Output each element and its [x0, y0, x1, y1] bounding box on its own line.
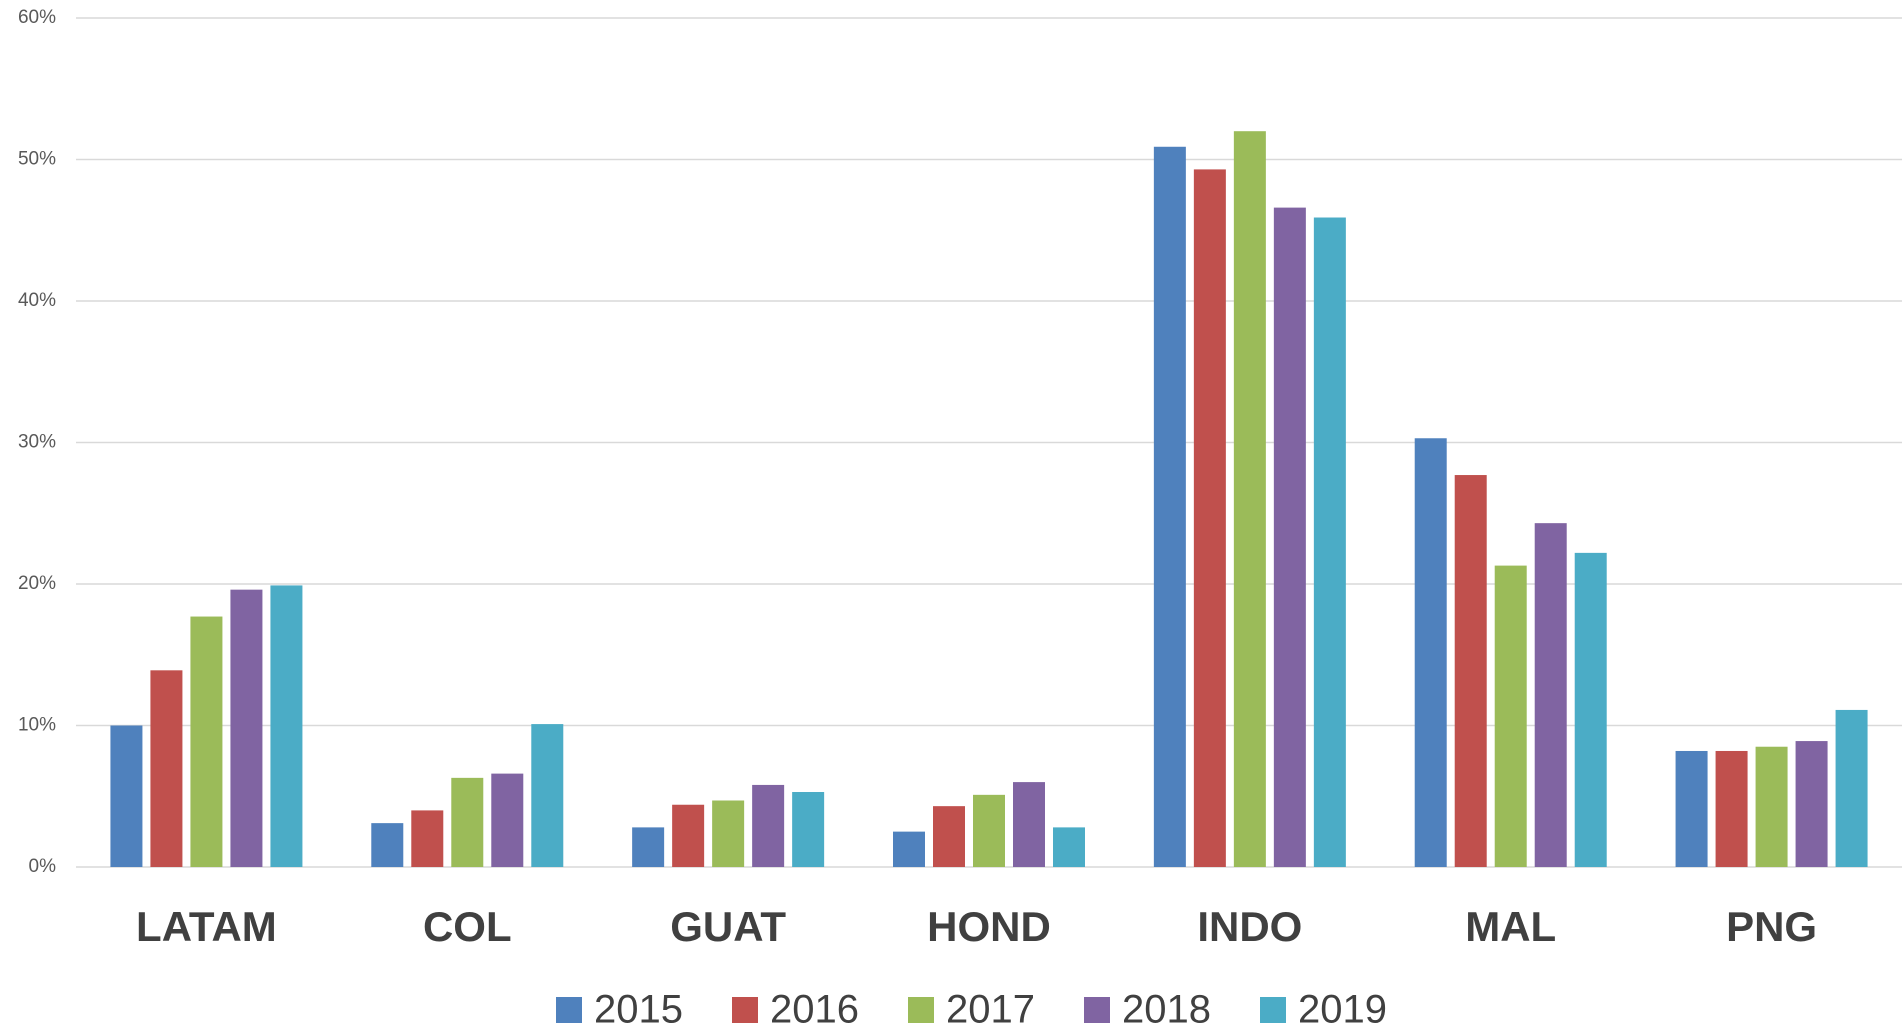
bar — [190, 616, 223, 867]
bar — [752, 784, 785, 867]
bar — [893, 831, 925, 867]
bar — [1013, 782, 1045, 867]
bar — [1193, 169, 1226, 867]
y-tick-label: 50% — [18, 149, 56, 170]
bar — [1835, 709, 1868, 867]
bar — [1233, 131, 1266, 867]
bar — [1414, 438, 1447, 867]
legend-swatch — [1260, 997, 1286, 1023]
bar — [1454, 475, 1487, 867]
x-tick-label: GUAT — [670, 903, 786, 950]
legend-label: 2018 — [1122, 988, 1211, 1030]
bar — [270, 585, 303, 867]
y-tick-label: 0% — [29, 856, 57, 877]
bar — [632, 827, 665, 867]
bar — [1153, 146, 1186, 867]
bar — [1494, 565, 1527, 867]
bar — [1755, 746, 1788, 867]
bar — [792, 792, 825, 867]
bar — [230, 589, 263, 867]
x-tick-label: LATAM — [136, 903, 277, 950]
bar — [1053, 827, 1085, 867]
y-tick-label: 40% — [18, 290, 56, 311]
bar — [712, 800, 745, 867]
bar — [1313, 217, 1346, 867]
bar — [411, 810, 444, 867]
x-tick-label: COL — [423, 903, 512, 950]
y-tick-label: 30% — [18, 432, 56, 453]
bar — [1534, 523, 1567, 867]
bar — [150, 670, 183, 867]
bar — [491, 773, 524, 867]
x-tick-label: PNG — [1726, 903, 1817, 950]
x-tick-label: INDO — [1197, 903, 1302, 950]
x-tick-label: MAL — [1465, 903, 1556, 950]
legend-label: 2015 — [594, 988, 683, 1030]
y-tick-label: 10% — [18, 715, 56, 736]
legend-swatch — [1084, 997, 1110, 1023]
bar — [531, 724, 564, 867]
bar — [110, 725, 143, 867]
bar — [973, 794, 1005, 867]
bar — [451, 777, 484, 867]
legend-label: 2016 — [770, 988, 859, 1030]
bar — [1273, 207, 1306, 868]
bar — [1795, 741, 1828, 867]
bar — [1574, 552, 1607, 867]
legend-label: 2019 — [1298, 988, 1387, 1030]
legend-swatch — [556, 997, 582, 1023]
y-tick-label: 60% — [18, 7, 56, 28]
bar — [933, 806, 965, 867]
x-tick-label: HOND — [927, 903, 1051, 950]
bar — [1715, 750, 1748, 867]
bar — [371, 823, 404, 867]
legend-swatch — [908, 997, 934, 1023]
y-tick-label: 20% — [18, 573, 56, 594]
legend-label: 2017 — [946, 988, 1035, 1030]
legend-swatch — [732, 997, 758, 1023]
bar — [672, 804, 705, 867]
bar — [1675, 750, 1708, 867]
